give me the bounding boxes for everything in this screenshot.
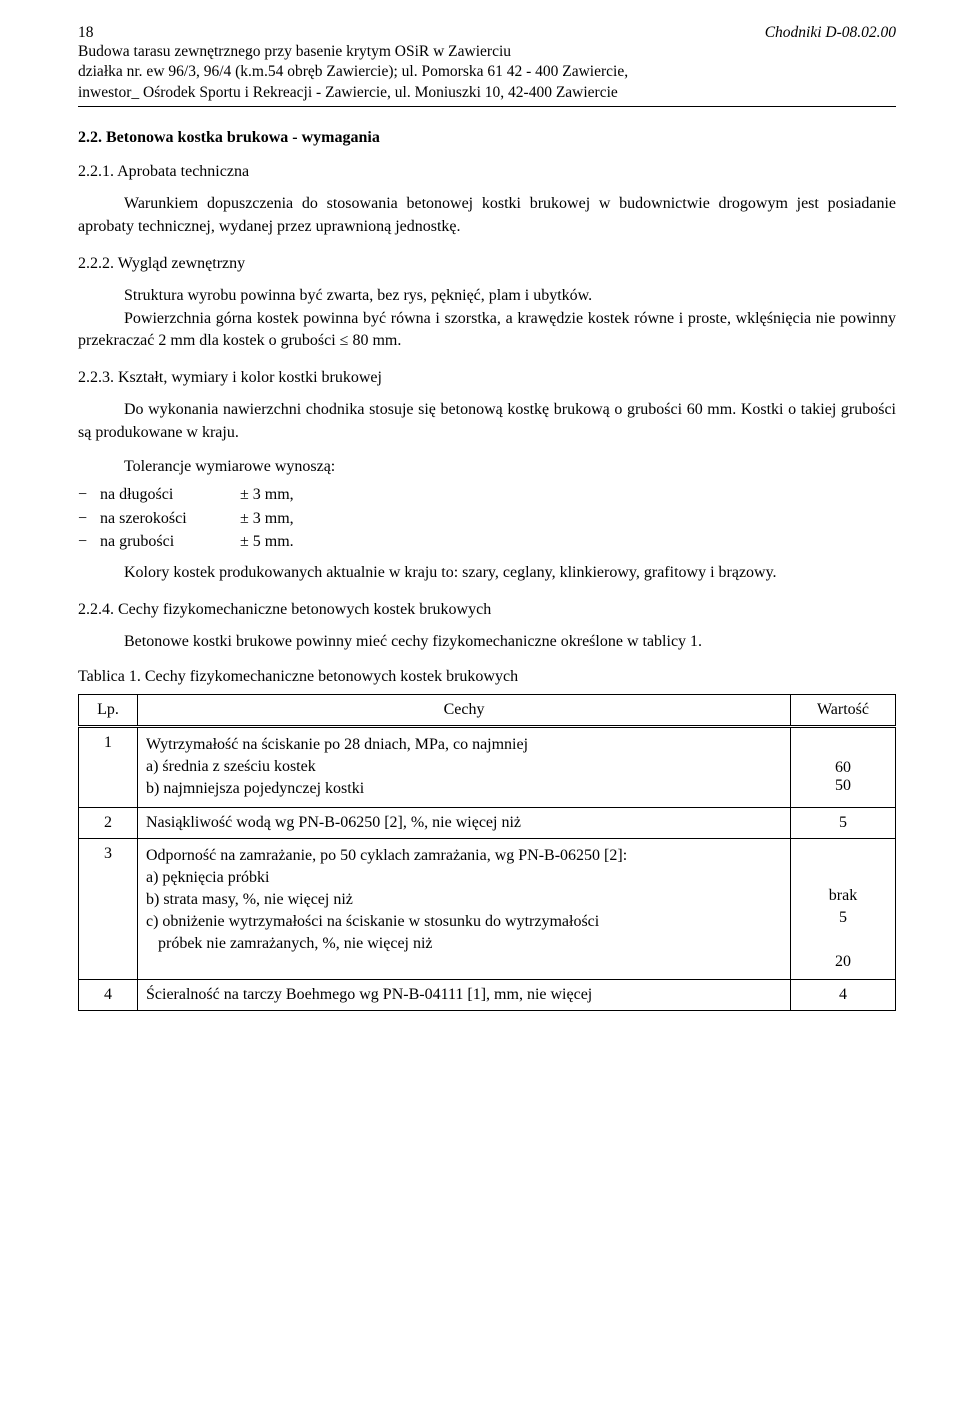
section-2-2-3-p1: Do wykonania nawierzchni chodnika stosuj… [78, 399, 896, 444]
section-2-2-2-title: 2.2.2. Wygląd zewnętrzny [78, 255, 896, 273]
section-2-2-title: 2.2. Betonowa kostka brukowa - wymagania [78, 129, 896, 147]
val-a: 60 [835, 759, 851, 776]
section-2-2-1-paragraph: Warunkiem dopuszczenia do stosowania bet… [78, 193, 896, 238]
section-2-2-3-p2: Kolory kostek produkowanych aktualnie w … [78, 562, 896, 585]
subheader-line3: inwestor_ Ośrodek Sportu i Rekreacji - Z… [78, 83, 896, 103]
tol-value: ± 5 mm. [240, 530, 896, 554]
section-2-2-4-title: 2.2.4. Cechy fizykomechaniczne betonowyc… [78, 601, 896, 619]
val-b: 5 [839, 909, 847, 926]
cell-lp: 1 [79, 727, 138, 807]
cell-value: brak 5 20 [791, 838, 896, 979]
section-2-2-3-title: 2.2.3. Kształt, wymiary i kolor kostki b… [78, 369, 896, 387]
cell-text: Nasiąkliwość wodą wg PN-B-06250 [2], %, … [138, 807, 791, 838]
tol-label: na długości [100, 483, 240, 507]
th-lp: Lp. [79, 695, 138, 727]
section-2-2-2-paragraph: Struktura wyrobu powinna być zwarta, bez… [78, 285, 896, 353]
table-row: 3 Odporność na zamrażanie, po 50 cyklach… [79, 838, 896, 979]
table-row: 2 Nasiąkliwość wodą wg PN-B-06250 [2], %… [79, 807, 896, 838]
table-row: 1 Wytrzymałość na ściskanie po 28 dniach… [79, 727, 896, 807]
cell-text: Wytrzymałość na ściskanie po 28 dniach, … [138, 727, 791, 807]
cell-text-content: Wytrzymałość na ściskanie po 28 dniach, … [146, 734, 782, 800]
cell-value: 5 [791, 807, 896, 838]
cell-value: 60 50 [791, 727, 896, 807]
cell-lp: 3 [79, 838, 138, 979]
cell-lp: 4 [79, 979, 138, 1010]
subheader-line1: Budowa tarasu zewnętrznego przy basenie … [78, 42, 896, 62]
dash-icon: − [78, 507, 100, 531]
table-caption: Tablica 1. Cechy fizykomechaniczne beton… [78, 666, 896, 689]
section-2-2-4-paragraph: Betonowe kostki brukowe powinny mieć cec… [78, 631, 896, 654]
dash-icon: − [78, 483, 100, 507]
table-body: 1 Wytrzymałość na ściskanie po 28 dniach… [79, 727, 896, 1011]
tol-value: ± 3 mm, [240, 507, 896, 531]
p222-line1: Struktura wyrobu powinna być zwarta, bez… [124, 287, 592, 304]
tol-label: na szerokości [100, 507, 240, 531]
doc-code: Chodniki D-08.02.00 [753, 24, 896, 42]
tol-label: na grubości [100, 530, 240, 554]
tol-value: ± 3 mm, [240, 483, 896, 507]
val-a: brak [829, 887, 857, 904]
th-wartosc: Wartość [791, 695, 896, 727]
val-c: 20 [835, 953, 851, 970]
p222-line2: Powierzchnia górna kostek powinna być ró… [78, 310, 896, 350]
section-2-2-1-title: 2.2.1. Aprobata techniczna [78, 163, 896, 181]
list-item: − na grubości ± 5 mm. [78, 530, 896, 554]
th-cechy: Cechy [138, 695, 791, 727]
cell-value: 4 [791, 979, 896, 1010]
dash-icon: − [78, 530, 100, 554]
table-header-row: Lp. Cechy Wartość [79, 695, 896, 727]
tolerance-intro: Tolerancje wymiarowe wynoszą: [78, 456, 896, 479]
cell-text: Ścieralność na tarczy Boehmego wg PN-B-0… [138, 979, 791, 1010]
page-number: 18 [78, 24, 753, 42]
spec-table: Lp. Cechy Wartość 1 Wytrzymałość na ścis… [78, 694, 896, 1011]
page-header-row: 18 Chodniki D-08.02.00 [78, 24, 896, 42]
header-divider [78, 106, 896, 107]
document-page: 18 Chodniki D-08.02.00 Budowa tarasu zew… [0, 0, 960, 1051]
list-item: − na długości ± 3 mm, [78, 483, 896, 507]
cell-text-content: Odporność na zamrażanie, po 50 cyklach z… [146, 845, 782, 955]
subheader-line2: działka nr. ew 96/3, 96/4 (k.m.54 obręb … [78, 62, 896, 82]
list-item: − na szerokości ± 3 mm, [78, 507, 896, 531]
table-row: 4 Ścieralność na tarczy Boehmego wg PN-B… [79, 979, 896, 1010]
val-b: 50 [835, 777, 851, 794]
cell-text: Odporność na zamrażanie, po 50 cyklach z… [138, 838, 791, 979]
tolerance-list: − na długości ± 3 mm, − na szerokości ± … [78, 483, 896, 554]
cell-lp: 2 [79, 807, 138, 838]
